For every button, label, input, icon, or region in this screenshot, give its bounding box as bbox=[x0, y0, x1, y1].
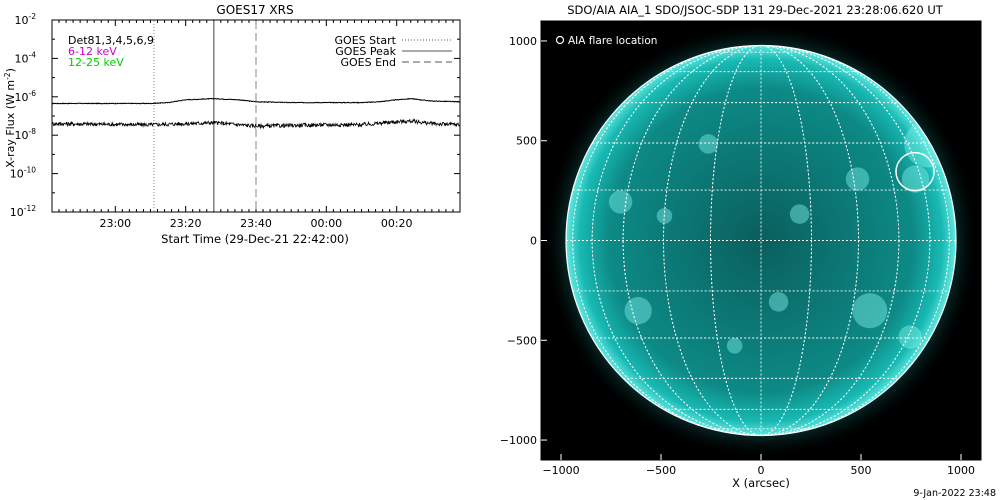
aia-bright-region bbox=[845, 167, 870, 191]
aia-bright-region bbox=[789, 204, 810, 224]
aia-bright-region bbox=[624, 297, 652, 325]
aia-flare-location-circle bbox=[895, 151, 935, 192]
aia-solar-limb bbox=[565, 44, 957, 437]
legend-12-25-kev: 12-25 keV bbox=[68, 56, 124, 69]
aia-x-tick-label: 0 bbox=[758, 464, 765, 477]
goes-y-tick-label: 10-2 bbox=[15, 12, 37, 27]
aia-y-tick-label: −1000 bbox=[500, 434, 537, 447]
aia-bright-region bbox=[852, 293, 888, 329]
aia-bright-region bbox=[768, 292, 789, 312]
goes-legend-left: Det81,3,4,5,6,9 6-12 keV 12-25 keV bbox=[68, 34, 154, 69]
goes-y-tick-label: 10-10 bbox=[10, 166, 36, 181]
goes-x-axis-label: Start Time (29-Dec-21 22:42:00) bbox=[161, 232, 349, 246]
aia-y-axis: 1000 500 0 −500 −1000 bbox=[500, 35, 547, 447]
aia-x-tick-label: −1000 bbox=[542, 464, 579, 477]
goes-x-tick-label: 00:20 bbox=[381, 217, 413, 230]
aia-bright-region bbox=[698, 134, 719, 154]
goes-y-axis-label-exp: -2 bbox=[3, 72, 12, 80]
goes-y-tick-label: 10-4 bbox=[15, 50, 37, 65]
legend-detectors: Det81,3,4,5,6,9 bbox=[68, 34, 154, 47]
aia-bright-region bbox=[726, 338, 743, 354]
aia-legend-label: AIA flare location bbox=[568, 35, 657, 47]
goes-y-axis-label-main: X-ray Flux (W m bbox=[4, 80, 17, 168]
aia-heliographic-grid bbox=[566, 45, 956, 436]
legend-goes-start: GOES Start bbox=[335, 34, 397, 47]
aia-x-tick-label: −500 bbox=[646, 464, 676, 477]
goes-x-tick-label: 23:00 bbox=[99, 217, 131, 230]
aia-grid-longitude-line bbox=[710, 45, 812, 436]
legend-goes-end: GOES End bbox=[340, 56, 396, 69]
goes-y-tick-label: 10-12 bbox=[10, 204, 36, 219]
goes-legend-right: GOES Start GOES Peak GOES End bbox=[335, 34, 452, 69]
legend-6-12-kev: 6-12 keV bbox=[68, 45, 117, 58]
goes-y-tick-label: 10-8 bbox=[15, 127, 37, 142]
goes-x-axis: 23:00 23:20 23:40 00:00 00:20 bbox=[58, 20, 461, 230]
footer-timestamp: 9-Jan-2022 23:48 bbox=[913, 488, 996, 499]
goes-title: GOES17 XRS bbox=[216, 3, 293, 17]
goes-y-axis: 10-2 10-4 10-6 10-8 10-10 10-12 bbox=[10, 12, 460, 219]
aia-x-axis: −1000 −500 0 500 1000 bbox=[542, 454, 975, 477]
aia-y-tick-label: 1000 bbox=[509, 35, 537, 48]
aia-y-tick-label: −500 bbox=[507, 334, 537, 347]
aia-bright-region bbox=[608, 190, 633, 214]
aia-y-tick-label: 0 bbox=[530, 235, 537, 248]
aia-solar-disk bbox=[566, 45, 956, 436]
aia-x-tick-label: 500 bbox=[851, 464, 872, 477]
goes-x-tick-label: 23:40 bbox=[240, 217, 272, 230]
aia-grid-longitude-line bbox=[622, 45, 900, 436]
aia-x-tick-label: 1000 bbox=[947, 464, 975, 477]
goes-x-tick-label: 23:20 bbox=[170, 217, 202, 230]
goes-series-group bbox=[51, 97, 461, 130]
legend-goes-peak: GOES Peak bbox=[335, 45, 396, 58]
goes-event-markers bbox=[153, 21, 257, 211]
goes-series-long-channel bbox=[51, 97, 461, 105]
goes-y-axis-label-close: ) bbox=[4, 68, 17, 72]
aia-grid-longitude-line bbox=[663, 45, 859, 436]
goes-panel: GOES17 XRS 10-2 10-4 10-6 10-8 10-10 10-12 23… bbox=[3, 3, 461, 246]
aia-x-axis-label: X (arcsec) bbox=[732, 476, 790, 490]
goes-y-axis-label: X-ray Flux (W m-2) bbox=[3, 68, 17, 168]
goes-x-tick-label: 00:00 bbox=[310, 217, 342, 230]
aia-y-tick-label: 500 bbox=[516, 135, 537, 148]
aia-bright-region bbox=[898, 325, 922, 349]
aia-legend-marker-icon bbox=[555, 35, 565, 45]
aia-bright-region bbox=[901, 165, 930, 193]
aia-panel: SDO/AIA AIA_1 SDO/JSOC-SDP 131 29-Dec-20… bbox=[500, 3, 982, 490]
aia-title: SDO/AIA AIA_1 SDO/JSOC-SDP 131 29-Dec-20… bbox=[567, 3, 943, 17]
goes-y-tick-label: 10-6 bbox=[15, 89, 37, 104]
aia-grid-longitude-line bbox=[572, 45, 950, 436]
aia-grid-longitude-line bbox=[591, 45, 931, 436]
goes-series-short-channel bbox=[51, 118, 461, 130]
